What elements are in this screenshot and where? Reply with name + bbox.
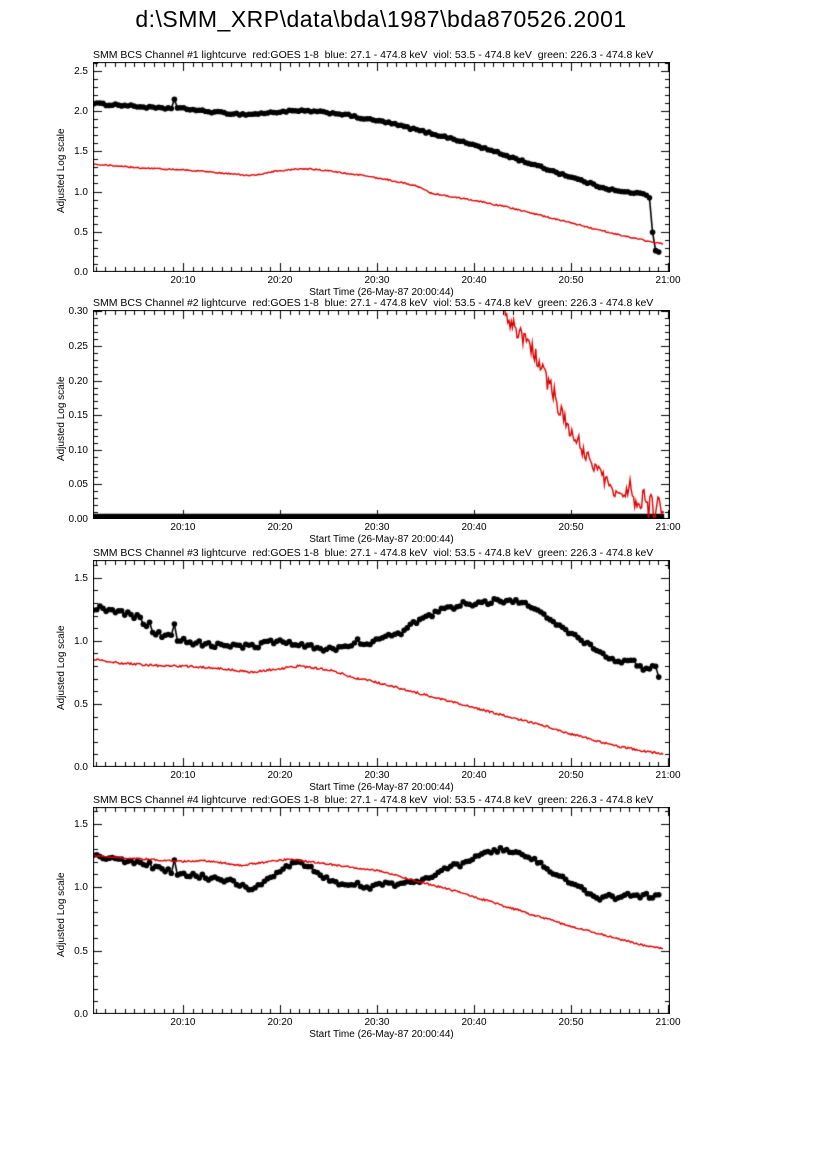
- x-axis-label: Start Time (26-May-87 20:00:44): [309, 534, 454, 545]
- x-tick-label: 20:40: [461, 1017, 487, 1028]
- x-axis-label: Start Time (26-May-87 20:00:44): [309, 1029, 454, 1040]
- y-tick-label: 0.15: [68, 410, 88, 422]
- x-tick-label: 20:30: [364, 522, 390, 533]
- chart-title: SMM BCS Channel #2 lightcurve red:GOES 1…: [93, 297, 654, 309]
- x-tick-label: 20:40: [461, 275, 487, 286]
- x-tick-label: 20:30: [364, 1017, 390, 1028]
- y-tick-label: 0.00: [68, 514, 88, 525]
- y-tick-label: 0.25: [68, 340, 88, 352]
- chart-title: SMM BCS Channel #4 lightcurve red:GOES 1…: [93, 794, 654, 806]
- x-axis-label: Start Time (26-May-87 20:00:44): [309, 287, 454, 298]
- x-tick-label: 21:00: [655, 275, 681, 286]
- chart-title: SMM BCS Channel #3 lightcurve red:GOES 1…: [93, 547, 654, 559]
- y-tick-label: 0.10: [68, 444, 88, 456]
- y-tick-label: 0.5: [74, 226, 88, 238]
- x-tick-label: 20:10: [170, 522, 196, 533]
- y-tick-label: 1.5: [74, 818, 88, 830]
- x-tick-label: 20:50: [558, 522, 584, 533]
- x-tick-label: 20:50: [558, 770, 584, 781]
- x-tick-label: 20:10: [170, 275, 196, 286]
- x-tick-label: 20:30: [364, 275, 390, 286]
- y-tick-label: 1.0: [74, 186, 88, 198]
- y-tick-label: 0.0: [74, 1009, 88, 1020]
- chart-title: SMM BCS Channel #1 lightcurve red:GOES 1…: [93, 49, 654, 61]
- y-tick-label: 1.5: [74, 572, 88, 584]
- x-tick-label: 20:20: [267, 1017, 293, 1028]
- y-tick-label: 1.0: [74, 882, 88, 893]
- x-tick-label: 20:30: [364, 770, 390, 781]
- y-tick-label: 0.20: [68, 375, 88, 387]
- y-tick-label: 2.0: [74, 106, 88, 118]
- x-tick-label: 21:00: [655, 770, 681, 781]
- plot-canvas: [93, 560, 670, 767]
- y-tick-label: 0.0: [74, 267, 88, 278]
- y-tick-label: 0.05: [68, 479, 88, 491]
- y-tick-label: 1.0: [74, 635, 88, 647]
- y-axis-label: Adjusted Log scale: [56, 128, 67, 213]
- y-tick-label: 0.5: [74, 945, 88, 957]
- x-tick-label: 20:20: [267, 770, 293, 781]
- x-tick-label: 20:20: [267, 522, 293, 533]
- y-tick-label: 0.5: [74, 698, 88, 710]
- x-tick-label: 20:40: [461, 522, 487, 533]
- x-tick-label: 20:10: [170, 1017, 196, 1028]
- x-tick-label: 21:00: [655, 1017, 681, 1028]
- y-tick-label: 0.0: [74, 762, 88, 773]
- x-tick-label: 21:00: [655, 522, 681, 533]
- plot-canvas: [93, 807, 670, 1014]
- x-tick-label: 20:50: [558, 275, 584, 286]
- y-tick-label: 0.30: [68, 306, 88, 318]
- x-axis-label: Start Time (26-May-87 20:00:44): [309, 782, 454, 793]
- x-tick-label: 20:50: [558, 1017, 584, 1028]
- page-title: d:\SMM_XRP\data\bda\1987\bda870526.2001: [135, 6, 627, 32]
- plot-canvas: [93, 62, 670, 272]
- y-tick-label: 2.5: [74, 65, 88, 77]
- plot-canvas: [93, 310, 670, 519]
- x-tick-label: 20:20: [267, 275, 293, 286]
- x-tick-label: 20:40: [461, 770, 487, 781]
- x-tick-label: 20:10: [170, 770, 196, 781]
- y-tick-label: 1.5: [74, 146, 88, 158]
